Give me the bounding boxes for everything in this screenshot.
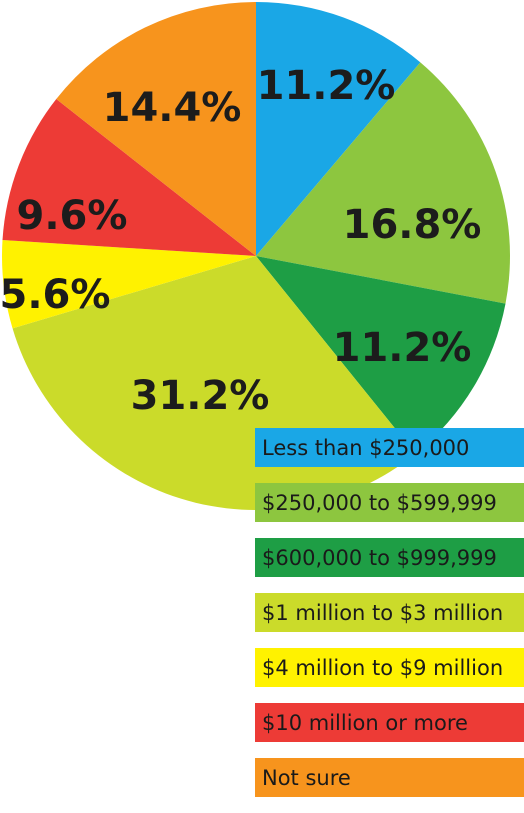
legend: Less than $250,000 $250,000 to $599,999 $6… (255, 428, 524, 813)
legend-item-3: $600,000 to $999,999 (255, 538, 524, 577)
pie-slice-6 (2, 99, 256, 256)
pie-labels: 11.2% 16.8% 11.2% 31.2% 5.6% 9.6% 14.4% (0, 63, 481, 419)
legend-label: $1 million to $3 million (262, 600, 504, 625)
legend-item-1: Less than $250,000 (255, 428, 524, 467)
slice-label-6: 9.6% (17, 193, 128, 239)
legend-label: Less than $250,000 (262, 435, 470, 460)
pie-slice-1 (256, 2, 421, 256)
slice-label-2: 16.8% (343, 202, 482, 248)
slice-label-7: 14.4% (103, 85, 242, 131)
pie-slice-2 (256, 62, 510, 304)
legend-label: $250,000 to $599,999 (262, 490, 497, 515)
slice-label-4: 31.2% (131, 373, 270, 419)
slice-label-3: 11.2% (333, 325, 472, 371)
pie-slice-3 (256, 256, 506, 454)
legend-label: Not sure (262, 765, 351, 790)
legend-item-4: $1 million to $3 million (255, 593, 524, 632)
legend-item-6: $10 million or more (255, 703, 524, 742)
pie-slice-5 (1, 240, 257, 329)
legend-item-2: $250,000 to $599,999 (255, 483, 524, 522)
legend-label: $600,000 to $999,999 (262, 545, 497, 570)
legend-item-7: Not sure (255, 758, 524, 797)
legend-label: $10 million or more (262, 710, 468, 735)
slice-label-5: 5.6% (0, 272, 110, 318)
pie-slice-7 (56, 1, 256, 256)
legend-item-5: $4 million to $9 million (255, 648, 524, 687)
legend-label: $4 million to $9 million (262, 655, 504, 680)
slice-label-1: 11.2% (257, 63, 396, 109)
